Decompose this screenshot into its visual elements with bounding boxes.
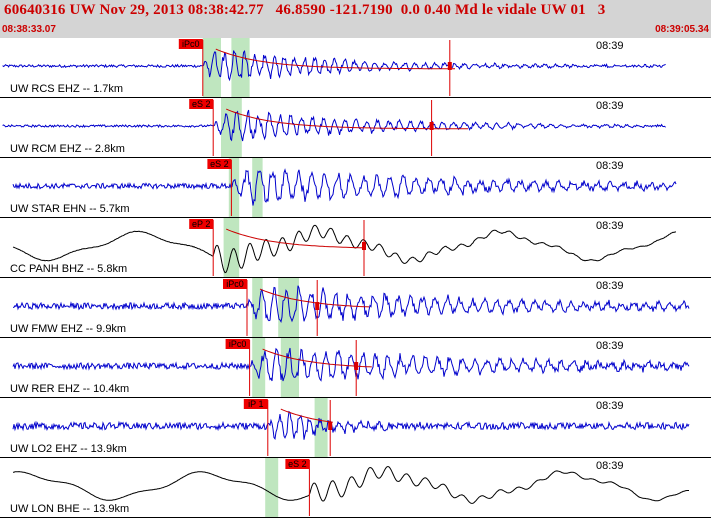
trace-station-label: CC PANH BHZ -- 5.8km bbox=[10, 263, 127, 275]
coda-end-tick bbox=[362, 242, 366, 250]
waveform-trace[interactable] bbox=[2, 49, 666, 82]
trace-time-label: 08:39 bbox=[596, 400, 624, 412]
phase-window bbox=[223, 218, 240, 277]
trace-station-label: UW RCS EHZ -- 1.7km bbox=[10, 83, 123, 95]
waveform-trace[interactable] bbox=[12, 347, 690, 382]
pick-tag-label: eS 2 bbox=[288, 459, 307, 469]
trace-station-label: UW LO2 EHZ -- 13.9km bbox=[10, 443, 127, 455]
phase-pick-tag[interactable]: iPc0 bbox=[178, 39, 203, 49]
trace-row-2[interactable]: eS 2 08:39 UW RCM EHZ -- 2.8km bbox=[0, 98, 711, 158]
waveform-trace[interactable] bbox=[12, 285, 690, 324]
pick-tag-box bbox=[243, 399, 268, 409]
event-header-bar: 60640316 UW Nov 29, 2013 08:38:42.77 46.… bbox=[0, 0, 711, 38]
waveform-trace[interactable] bbox=[12, 410, 690, 441]
trace-time-label: 08:39 bbox=[596, 460, 624, 472]
coda-end-tick bbox=[447, 62, 452, 70]
coda-fit-curve bbox=[226, 228, 364, 249]
trace-station-label: UW RER EHZ -- 10.4km bbox=[10, 383, 129, 395]
pick-tag-box bbox=[189, 99, 214, 109]
phase-window bbox=[280, 338, 299, 397]
trace-time-label: 08:39 bbox=[596, 100, 624, 112]
pick-tag-box bbox=[225, 339, 250, 349]
trace-station-label: UW FMW EHZ -- 9.9km bbox=[10, 323, 126, 335]
pick-tag-label: eS 2 bbox=[210, 159, 229, 169]
window-start-time: 08:38:33.07 bbox=[2, 24, 56, 35]
coda-end-tick bbox=[328, 422, 333, 430]
pick-tag-box bbox=[207, 159, 232, 169]
pick-tag-label: eP 2 bbox=[192, 219, 210, 229]
phase-pick-tag[interactable]: iPc0 bbox=[225, 339, 250, 349]
phase-pick-tag[interactable]: iPc0 bbox=[223, 279, 247, 289]
phase-window bbox=[252, 338, 266, 397]
coda-fit-curve bbox=[280, 408, 333, 423]
coda-fit-curve bbox=[259, 288, 370, 308]
phase-window bbox=[231, 38, 250, 97]
pick-tag-label: eS 2 bbox=[192, 99, 211, 109]
trace-time-label: 08:39 bbox=[596, 280, 624, 292]
trace-station-label: UW LON BHE -- 13.9km bbox=[10, 503, 129, 515]
pick-tag-label: iPc0 bbox=[226, 279, 244, 289]
seismogram-canvas[interactable]: iPc0 08:39 UW RCS EHZ -- 1.7km eS 2 08:39 UW … bbox=[0, 38, 711, 518]
phase-window bbox=[221, 98, 242, 157]
phase-window bbox=[314, 398, 328, 457]
phase-window bbox=[228, 158, 240, 217]
event-title: 60640316 UW Nov 29, 2013 08:38:42.77 46.… bbox=[4, 2, 606, 18]
coda-fit-curve bbox=[262, 348, 372, 368]
phase-pick-tag[interactable]: eP 2 bbox=[189, 219, 214, 229]
waveform-trace[interactable] bbox=[12, 168, 677, 206]
phase-pick-tag[interactable]: eS 2 bbox=[285, 459, 310, 469]
trace-row-4[interactable]: eP 2 08:39 CC PANH BHZ -- 5.8km bbox=[0, 218, 711, 278]
trace-row-7[interactable]: iP 1 08:39 UW LO2 EHZ -- 13.9km bbox=[0, 398, 711, 458]
pick-tag-box bbox=[189, 219, 214, 229]
pick-tag-box bbox=[285, 459, 310, 469]
phase-window bbox=[252, 278, 263, 337]
trace-time-label: 08:39 bbox=[596, 220, 624, 232]
coda-end-tick bbox=[315, 302, 320, 310]
pick-tag-label: iPc0 bbox=[182, 39, 200, 49]
waveform-trace[interactable] bbox=[2, 109, 666, 142]
coda-end-tick bbox=[429, 122, 434, 130]
trace-time-label: 08:39 bbox=[596, 40, 624, 52]
window-end-time: 08:39:05.34 bbox=[655, 24, 709, 35]
pick-tag-label: iPc0 bbox=[229, 339, 247, 349]
trace-row-5[interactable]: iPc0 08:39 UW FMW EHZ -- 9.9km bbox=[0, 278, 711, 338]
phase-window bbox=[265, 458, 279, 517]
trace-time-label: 08:39 bbox=[596, 340, 624, 352]
pick-tag-box bbox=[223, 279, 247, 289]
seismogram-panel[interactable]: iPc0 08:39 UW RCS EHZ -- 1.7km eS 2 08:39 UW … bbox=[0, 38, 711, 518]
phase-pick-tag[interactable]: eS 2 bbox=[207, 159, 232, 169]
trace-time-label: 08:39 bbox=[596, 160, 624, 172]
trace-row-3[interactable]: eS 2 08:39 UW STAR EHN -- 5.7km bbox=[0, 158, 711, 218]
phase-window bbox=[202, 38, 221, 97]
waveform-trace[interactable] bbox=[12, 224, 677, 274]
phase-pick-tag[interactable]: iP 1 bbox=[243, 399, 268, 409]
pick-tag-box bbox=[178, 39, 203, 49]
coda-fit-curve bbox=[215, 48, 455, 70]
coda-fit-curve bbox=[226, 108, 468, 130]
trace-row-1[interactable]: iPc0 08:39 UW RCS EHZ -- 1.7km bbox=[0, 38, 711, 98]
waveform-trace[interactable] bbox=[12, 465, 689, 504]
trace-station-label: UW STAR EHN -- 5.7km bbox=[10, 203, 130, 215]
coda-end-tick bbox=[354, 362, 359, 370]
phase-pick-tag[interactable]: eS 2 bbox=[189, 99, 214, 109]
phase-window bbox=[252, 158, 263, 217]
pick-tag-label: iP 1 bbox=[248, 399, 263, 409]
trace-row-8[interactable]: eS 2 08:39 UW LON BHE -- 13.9km bbox=[0, 458, 711, 518]
trace-station-label: UW RCM EHZ -- 2.8km bbox=[10, 143, 125, 155]
trace-row-6[interactable]: iPc0 08:39 UW RER EHZ -- 10.4km bbox=[0, 338, 711, 398]
